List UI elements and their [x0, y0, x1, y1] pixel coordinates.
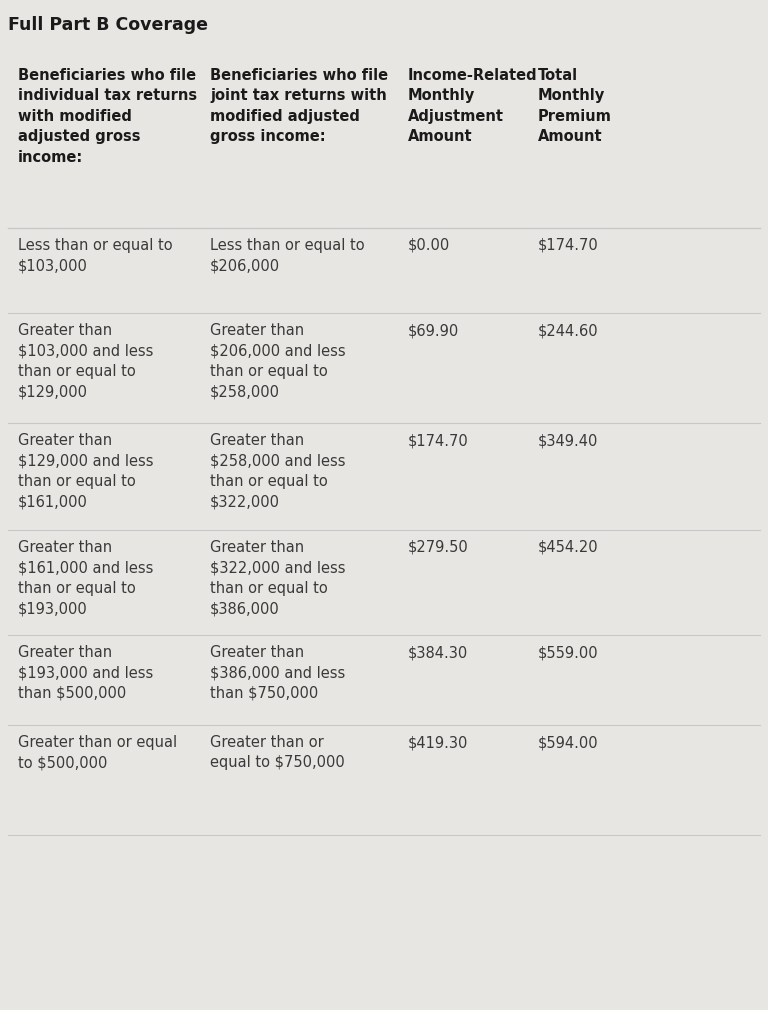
Text: $174.70: $174.70: [408, 433, 468, 448]
Text: $594.00: $594.00: [538, 735, 598, 750]
Text: Greater than
$258,000 and less
than or equal to
$322,000: Greater than $258,000 and less than or e…: [210, 433, 346, 509]
Text: Less than or equal to
$103,000: Less than or equal to $103,000: [18, 238, 173, 274]
Text: $0.00: $0.00: [408, 238, 450, 252]
Text: $559.00: $559.00: [538, 645, 598, 660]
Text: $384.30: $384.30: [408, 645, 468, 660]
Text: $69.90: $69.90: [408, 323, 459, 338]
Text: $244.60: $244.60: [538, 323, 598, 338]
Text: Greater than
$386,000 and less
than $750,000: Greater than $386,000 and less than $750…: [210, 645, 346, 701]
Text: $174.70: $174.70: [538, 238, 599, 252]
Text: Greater than
$206,000 and less
than or equal to
$258,000: Greater than $206,000 and less than or e…: [210, 323, 346, 399]
Text: Greater than
$103,000 and less
than or equal to
$129,000: Greater than $103,000 and less than or e…: [18, 323, 154, 399]
Text: Less than or equal to
$206,000: Less than or equal to $206,000: [210, 238, 365, 274]
Text: $419.30: $419.30: [408, 735, 468, 750]
Text: Greater than
$193,000 and less
than $500,000: Greater than $193,000 and less than $500…: [18, 645, 154, 701]
Text: Greater than or
equal to $750,000: Greater than or equal to $750,000: [210, 735, 345, 771]
Text: $349.40: $349.40: [538, 433, 598, 448]
Text: Beneficiaries who file
individual tax returns
with modified
adjusted gross
incom: Beneficiaries who file individual tax re…: [18, 68, 197, 165]
Text: $454.20: $454.20: [538, 540, 598, 556]
Text: Beneficiaries who file
joint tax returns with
modified adjusted
gross income:: Beneficiaries who file joint tax returns…: [210, 68, 388, 144]
Text: Greater than
$129,000 and less
than or equal to
$161,000: Greater than $129,000 and less than or e…: [18, 433, 154, 509]
Text: Greater than or equal
to $500,000: Greater than or equal to $500,000: [18, 735, 177, 771]
Text: Total
Monthly
Premium
Amount: Total Monthly Premium Amount: [538, 68, 612, 144]
Text: Full Part B Coverage: Full Part B Coverage: [8, 16, 208, 34]
Text: Greater than
$161,000 and less
than or equal to
$193,000: Greater than $161,000 and less than or e…: [18, 540, 154, 616]
Text: Income-Related
Monthly
Adjustment
Amount: Income-Related Monthly Adjustment Amount: [408, 68, 538, 144]
Text: Greater than
$322,000 and less
than or equal to
$386,000: Greater than $322,000 and less than or e…: [210, 540, 346, 616]
Text: $279.50: $279.50: [408, 540, 468, 556]
